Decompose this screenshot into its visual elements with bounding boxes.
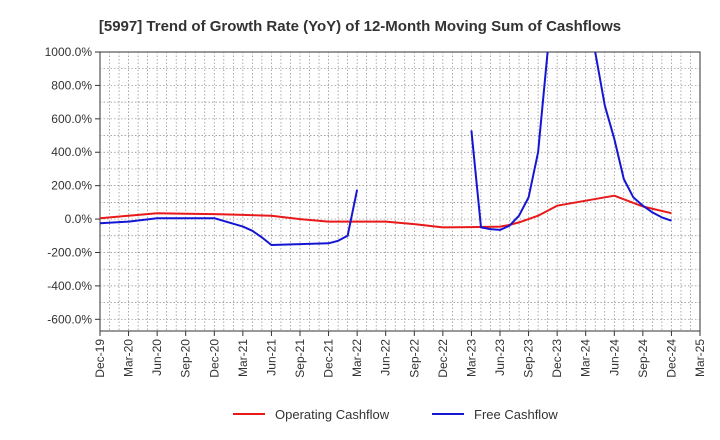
y-tick-label: 200.0% <box>51 179 92 193</box>
y-tick-label: 0.0% <box>65 212 93 226</box>
x-tick-label: Sep-20 <box>179 339 193 378</box>
x-tick-label: Jun-23 <box>493 339 507 376</box>
chart-title: [5997] Trend of Growth Rate (YoY) of 12-… <box>99 18 621 35</box>
x-tick-label: Jun-20 <box>150 339 164 376</box>
legend-label: Free Cashflow <box>474 407 558 422</box>
series-line-free-cashflow <box>470 52 549 231</box>
series-line-free-cashflow <box>594 52 672 222</box>
x-tick-label: Sep-23 <box>522 339 536 378</box>
plot-area <box>99 51 701 332</box>
x-tick-label: Mar-21 <box>236 339 250 377</box>
y-tick-label: 800.0% <box>51 78 92 92</box>
x-tick-label: Jun-21 <box>264 339 278 376</box>
x-tick-label: Dec-24 <box>664 339 678 378</box>
x-tick-label: Mar-24 <box>579 339 593 377</box>
x-tick-label: Jun-24 <box>607 339 621 376</box>
x-tick-label: Dec-19 <box>93 339 107 378</box>
grid-lines <box>100 52 700 331</box>
y-axis-ticks: 1000.0% 800.0% 600.0% 400.0% 200.0% 0.0% -200.… <box>45 45 100 326</box>
x-tick-label: Mar-20 <box>122 339 136 377</box>
y-tick-label: -400.0% <box>47 279 92 293</box>
plot-border <box>99 51 701 332</box>
x-axis-ticks: Dec-19 Mar-20 Jun-20 Sep-20 Dec-20 Mar-21 Jun-… <box>93 331 707 378</box>
series-line-operating-cashflow <box>100 194 672 229</box>
x-tick-label: Sep-21 <box>293 339 307 378</box>
x-tick-label: Mar-22 <box>350 339 364 377</box>
y-tick-label: -200.0% <box>47 245 92 259</box>
legend-label: Operating Cashflow <box>275 407 390 422</box>
y-tick-label: -600.0% <box>47 312 92 326</box>
y-tick-label: 400.0% <box>51 145 92 159</box>
x-tick-label: Dec-23 <box>550 339 564 378</box>
x-tick-label: Mar-23 <box>464 339 478 377</box>
y-tick-label: 600.0% <box>51 112 92 126</box>
x-tick-label: Jun-22 <box>379 339 393 376</box>
x-tick-label: Dec-21 <box>322 339 336 378</box>
y-tick-label: 1000.0% <box>45 45 93 59</box>
legend: Operating Cashflow Free Cashflow <box>233 407 558 422</box>
series-lines <box>100 52 672 246</box>
x-tick-label: Sep-22 <box>407 339 421 378</box>
x-tick-label: Dec-20 <box>207 339 221 378</box>
x-tick-label: Dec-22 <box>436 339 450 378</box>
x-tick-label: Mar-25 <box>693 339 707 377</box>
series-line-free-cashflow <box>100 189 359 246</box>
x-tick-label: Sep-24 <box>636 339 650 378</box>
